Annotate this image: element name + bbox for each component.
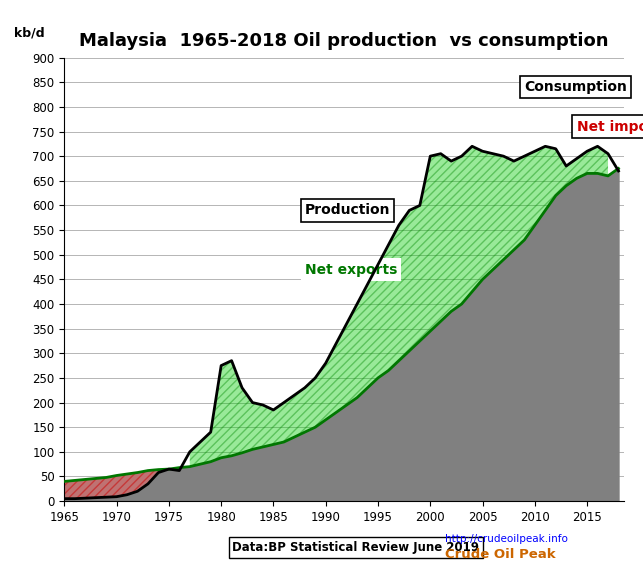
- Text: Data:BP Statistical Review June 2019: Data:BP Statistical Review June 2019: [232, 541, 479, 554]
- Text: Crude Oil Peak: Crude Oil Peak: [445, 548, 556, 560]
- Title: Malaysia  1965-2018 Oil production  vs consumption: Malaysia 1965-2018 Oil production vs con…: [79, 32, 609, 51]
- Text: Production: Production: [305, 203, 390, 217]
- Text: Consumption: Consumption: [525, 80, 628, 94]
- Text: http://crudeoilpeak.info: http://crudeoilpeak.info: [445, 535, 568, 544]
- Text: Net imports: Net imports: [577, 120, 643, 134]
- Text: Net exports: Net exports: [305, 263, 397, 276]
- Text: kb/d: kb/d: [14, 27, 44, 40]
